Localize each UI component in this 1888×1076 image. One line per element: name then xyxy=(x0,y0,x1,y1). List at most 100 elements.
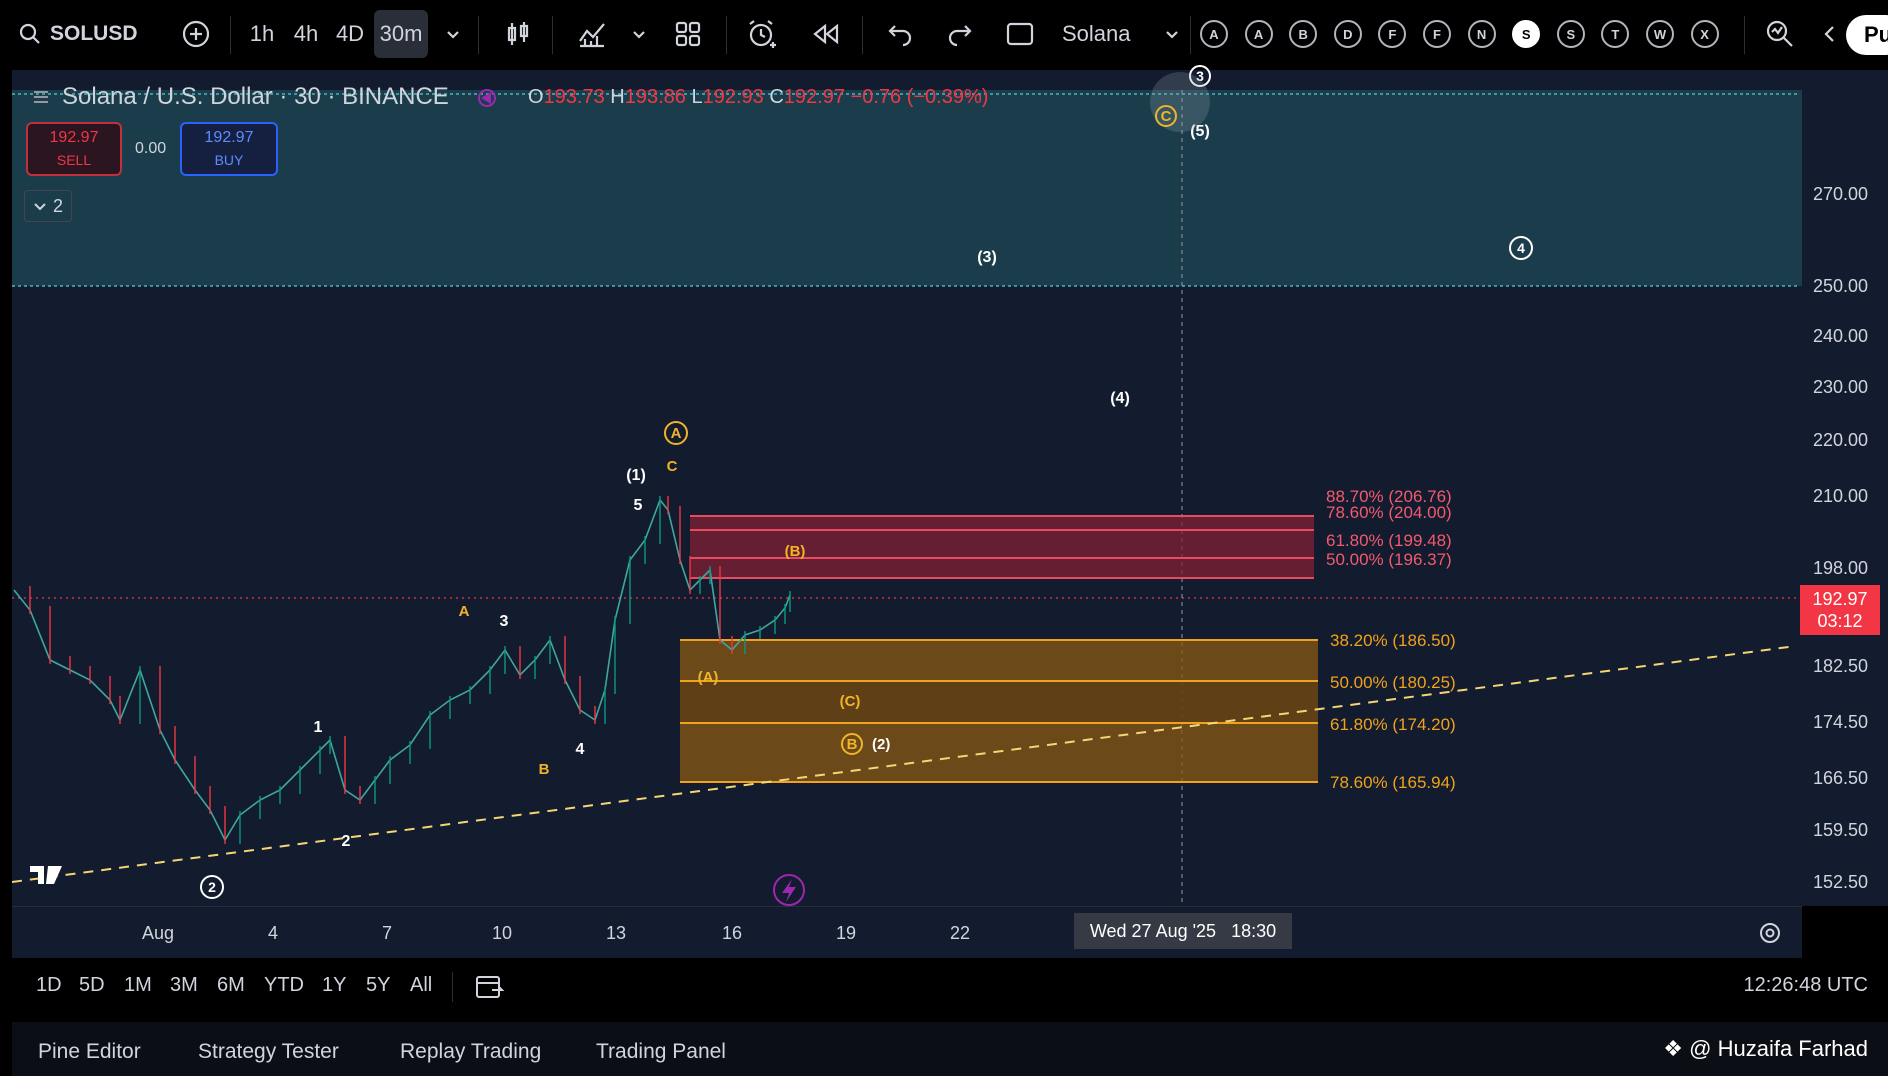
undo-button[interactable] xyxy=(880,10,920,58)
interval-1h[interactable]: 1h xyxy=(249,21,275,46)
chevron-down-icon xyxy=(34,203,46,211)
alert-letter-x[interactable]: X xyxy=(1690,20,1719,48)
alert-letter-f[interactable]: F xyxy=(1423,20,1451,48)
price-scale[interactable]: 270.00 250.00 240.00 230.00 220.00 210.0… xyxy=(1802,70,1888,906)
tab-replay-trading[interactable]: Replay Trading xyxy=(400,1040,542,1063)
time-label: 7 xyxy=(382,923,393,943)
rewind-icon xyxy=(813,23,839,45)
layouts-button[interactable] xyxy=(668,10,708,58)
publish-button[interactable]: Pu xyxy=(1846,15,1888,55)
redo-button[interactable] xyxy=(940,10,980,58)
range-1d[interactable]: 1D xyxy=(36,974,62,996)
fullscreen-button[interactable] xyxy=(1000,10,1040,58)
candles-icon xyxy=(507,22,529,45)
crosshair-date: Wed 27 Aug '25 xyxy=(1089,921,1217,941)
utc-clock[interactable]: 12:26:48 UTC xyxy=(1743,974,1868,996)
price-label: 159.50 xyxy=(1812,820,1868,840)
tab-pine-editor[interactable]: Pine Editor xyxy=(38,1040,141,1063)
alert-letter-d[interactable]: D xyxy=(1333,20,1362,48)
alert-letter-a[interactable]: A xyxy=(1200,20,1228,48)
price-label: 240.00 xyxy=(1812,326,1868,346)
undo-icon xyxy=(888,25,912,47)
settings-icon[interactable] xyxy=(1758,921,1782,945)
ohlc-key: O xyxy=(528,86,544,108)
collapse-left-button[interactable] xyxy=(1818,10,1842,58)
bottom-panel-tabs: Pine Editor Strategy Tester Replay Tradi… xyxy=(12,1022,1888,1076)
chart-type-button[interactable] xyxy=(498,10,538,58)
range-6m[interactable]: 6M xyxy=(217,974,245,996)
price-label: 198.00 xyxy=(1812,558,1868,578)
interval-dropdown[interactable] xyxy=(438,10,468,58)
separator xyxy=(1190,16,1191,54)
price-label: 182.50 xyxy=(1812,656,1868,676)
range-3m[interactable]: 3M xyxy=(170,974,198,996)
collapse-count: 2 xyxy=(52,195,63,216)
sell-button[interactable]: 192.97 SELL xyxy=(26,122,122,176)
alert-button[interactable] xyxy=(742,10,782,58)
ideas-button[interactable] xyxy=(1762,10,1798,58)
alert-letter-s[interactable]: S xyxy=(1556,20,1585,48)
symbol-search[interactable]: SOLUSD xyxy=(18,10,148,58)
watermark-text: @ Huzaifa Farhad xyxy=(1689,1036,1868,1061)
ohlc-values: O193.73 H193.86 L192.93 C192.97 −0.76 (−… xyxy=(528,86,988,109)
change-value: −0.76 (−0.39%) xyxy=(850,86,989,108)
range-5y[interactable]: 5Y xyxy=(366,974,391,996)
interval-4h[interactable]: 4h xyxy=(293,21,319,46)
price-label: 230.00 xyxy=(1812,377,1868,397)
time-label: 16 xyxy=(722,923,743,943)
search-icon xyxy=(19,23,40,44)
tab-trading-panel[interactable]: Trading Panel xyxy=(596,1040,726,1063)
time-label: 4 xyxy=(268,923,279,943)
alert-letter-n[interactable]: N xyxy=(1467,20,1496,48)
square-icon xyxy=(1006,22,1034,46)
indicators-icon xyxy=(579,23,605,48)
time-label: 13 xyxy=(606,923,627,943)
goto-date-icon[interactable] xyxy=(474,972,506,1002)
range-1m[interactable]: 1M xyxy=(124,974,152,996)
tab-strategy-tester[interactable]: Strategy Tester xyxy=(198,1040,339,1063)
chart-legend-title[interactable]: Solana / U.S. Dollar · 30 · BINANCE xyxy=(62,83,449,111)
range-all[interactable]: All xyxy=(410,974,433,996)
alert-letter-w[interactable]: W xyxy=(1646,20,1674,48)
range-ytd[interactable]: YTD xyxy=(264,974,304,996)
chart-pane[interactable] xyxy=(12,70,1802,906)
watermark: ❖ @ Huzaifa Farhad xyxy=(1663,1036,1868,1062)
price-label: 174.50 xyxy=(1812,712,1868,732)
ohlc-key: H xyxy=(610,86,625,108)
price-label: 166.50 xyxy=(1812,768,1868,788)
alert-letter-a[interactable]: A xyxy=(1244,20,1273,48)
buy-label: BUY xyxy=(214,152,244,168)
add-symbol-button[interactable] xyxy=(176,10,216,58)
high-value: 193.86 xyxy=(624,86,686,108)
ohlc-key: L xyxy=(691,86,703,108)
indicators-dropdown[interactable] xyxy=(624,10,654,58)
bar-countdown: 03:12 xyxy=(1817,611,1863,631)
replay-button[interactable] xyxy=(806,10,846,58)
price-label: 152.50 xyxy=(1812,872,1868,892)
sell-label: SELL xyxy=(56,152,92,168)
interval-4d[interactable]: 4D xyxy=(335,21,365,46)
layout-name[interactable]: Solana xyxy=(1062,21,1131,46)
alert-letter-b[interactable]: B xyxy=(1289,20,1318,48)
interval-30m[interactable]: 30m xyxy=(374,10,428,58)
separator xyxy=(452,972,453,1002)
alert-letter-t[interactable]: T xyxy=(1601,20,1630,48)
time-axis[interactable]: Aug 4 7 10 13 16 19 22 xyxy=(12,906,1802,959)
indicators-collapse-button[interactable]: 2 xyxy=(24,190,72,222)
watermark-icon: ❖ xyxy=(1663,1036,1684,1061)
alert-letter-f[interactable]: F xyxy=(1378,20,1407,48)
chevron-down-icon xyxy=(633,31,645,39)
price-label: 250.00 xyxy=(1812,276,1868,296)
buy-button[interactable]: 192.97 BUY xyxy=(180,122,278,176)
range-5d[interactable]: 5D xyxy=(79,974,105,996)
low-value: 192.93 xyxy=(702,86,764,108)
separator xyxy=(478,16,479,54)
layout-dropdown[interactable] xyxy=(1160,10,1184,58)
chevron-down-icon xyxy=(1166,31,1178,39)
open-value: 193.73 xyxy=(543,86,605,108)
symbol-name: SOLUSD xyxy=(50,22,138,45)
range-1y[interactable]: 1Y xyxy=(322,974,347,996)
indicators-button[interactable] xyxy=(572,10,612,58)
sell-price: 192.97 xyxy=(49,129,99,146)
alert-letter-s[interactable]: S xyxy=(1512,20,1541,48)
